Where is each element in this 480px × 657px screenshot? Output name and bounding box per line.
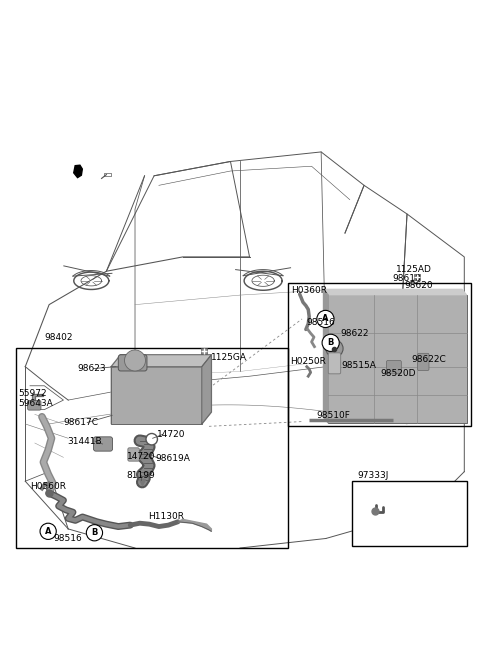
Text: 98516: 98516 <box>53 534 82 543</box>
Text: 97333J: 97333J <box>357 471 388 480</box>
Circle shape <box>317 310 334 328</box>
Text: 98515A: 98515A <box>341 361 376 371</box>
Text: 98617C: 98617C <box>63 419 98 428</box>
Text: 98622C: 98622C <box>412 355 446 364</box>
Text: 59643A: 59643A <box>18 399 53 409</box>
Text: 98623: 98623 <box>78 364 107 373</box>
Text: 98622: 98622 <box>340 328 369 338</box>
Bar <box>111 367 202 424</box>
Circle shape <box>326 340 343 357</box>
Text: 14720: 14720 <box>127 452 156 461</box>
Text: 31441B: 31441B <box>67 437 102 445</box>
Bar <box>288 283 471 426</box>
Text: 1125GA: 1125GA <box>211 353 247 361</box>
Text: A: A <box>45 527 51 536</box>
Text: 98510F: 98510F <box>316 411 350 420</box>
Circle shape <box>86 525 103 541</box>
Text: A: A <box>322 315 329 323</box>
Polygon shape <box>74 165 83 177</box>
Polygon shape <box>202 355 211 424</box>
FancyBboxPatch shape <box>128 448 139 461</box>
Text: H0560R: H0560R <box>30 482 66 491</box>
FancyBboxPatch shape <box>118 355 147 371</box>
Circle shape <box>124 350 145 371</box>
FancyBboxPatch shape <box>328 353 341 374</box>
Polygon shape <box>111 355 211 367</box>
Text: 1125AD: 1125AD <box>396 265 432 274</box>
Polygon shape <box>324 289 467 295</box>
Text: B: B <box>327 338 334 348</box>
Bar <box>352 481 467 545</box>
Text: 98520D: 98520D <box>381 369 416 378</box>
Text: 14720: 14720 <box>157 430 185 439</box>
Text: H0250R: H0250R <box>290 357 326 367</box>
Text: 98620: 98620 <box>405 281 433 290</box>
Polygon shape <box>33 394 43 400</box>
FancyBboxPatch shape <box>28 401 41 410</box>
Text: 98402: 98402 <box>45 334 73 342</box>
Bar <box>328 295 467 423</box>
Text: B: B <box>91 528 97 537</box>
Circle shape <box>146 434 157 445</box>
Text: 81199: 81199 <box>126 471 155 480</box>
FancyBboxPatch shape <box>418 353 429 371</box>
Text: 98619A: 98619A <box>155 454 190 463</box>
Circle shape <box>40 523 56 539</box>
Circle shape <box>322 334 339 351</box>
Polygon shape <box>111 355 211 424</box>
Text: 98610: 98610 <box>393 274 421 283</box>
Text: H0360R: H0360R <box>291 286 327 295</box>
Polygon shape <box>324 289 328 423</box>
Polygon shape <box>178 520 211 532</box>
FancyBboxPatch shape <box>386 361 401 374</box>
Text: 98516: 98516 <box>307 318 336 327</box>
FancyBboxPatch shape <box>94 437 113 451</box>
Text: 55972: 55972 <box>18 390 47 398</box>
Bar <box>16 348 288 548</box>
Text: H1130R: H1130R <box>148 512 184 520</box>
